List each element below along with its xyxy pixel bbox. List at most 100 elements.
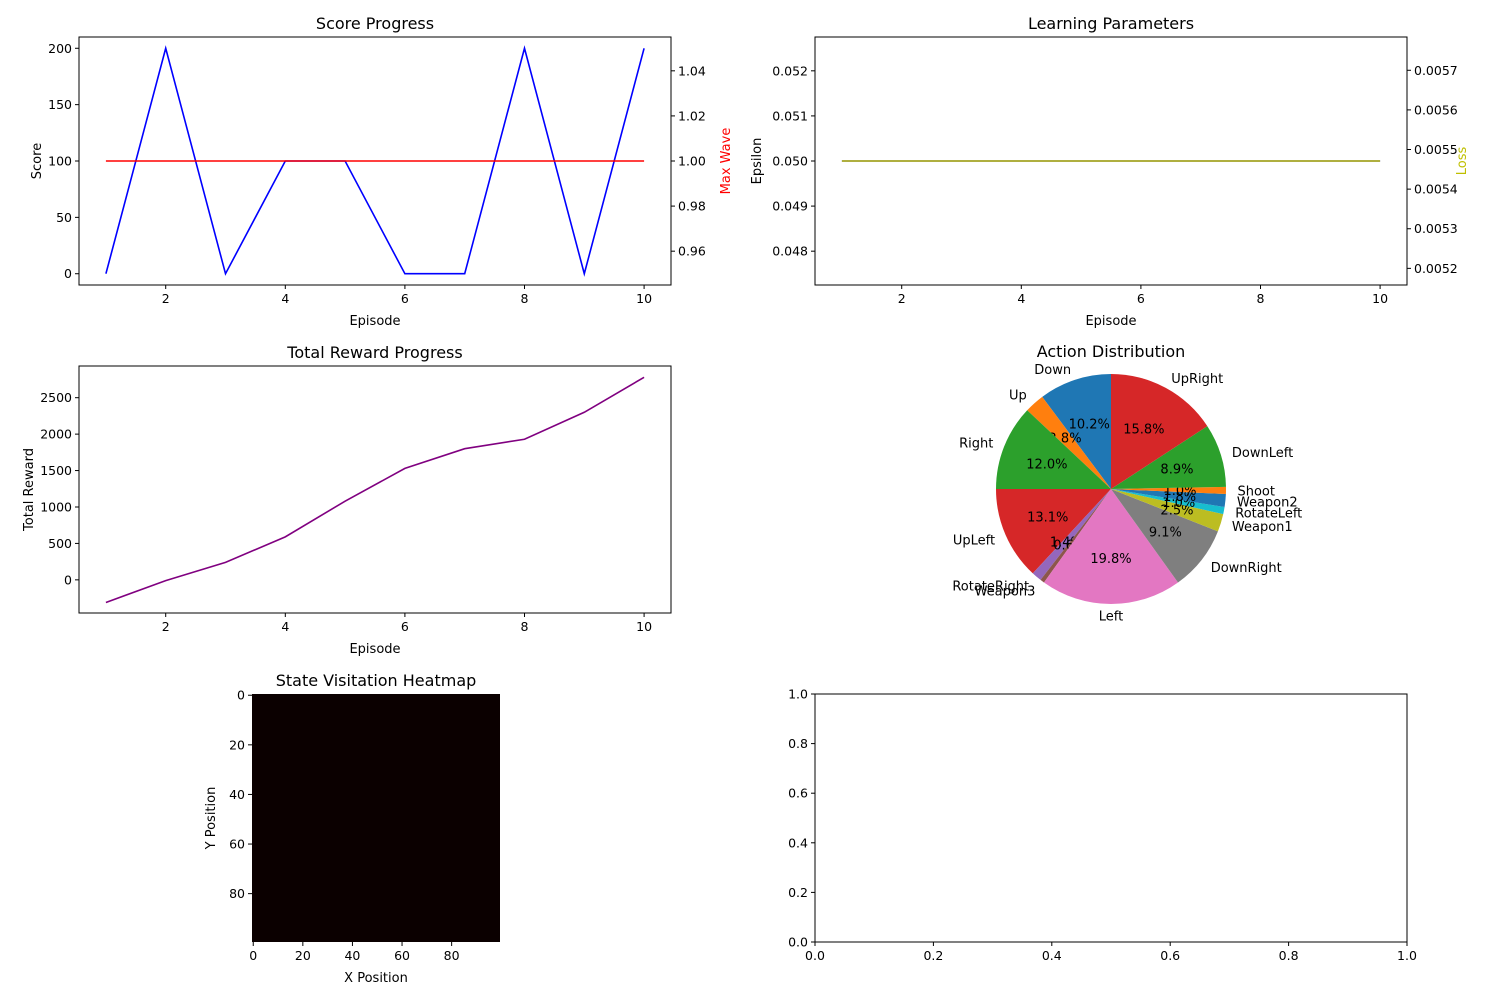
pie-pct-label: 10.2% — [1069, 418, 1110, 433]
y-tick-label: 500 — [48, 536, 72, 551]
x-tick-label: 0.8 — [1279, 948, 1299, 963]
y-tick-label: 2500 — [40, 390, 72, 405]
y2-tick-label: 0.0054 — [1414, 182, 1458, 197]
pie-slice-rotateright — [1032, 489, 1111, 580]
x-tick-label: 0.0 — [805, 948, 825, 963]
pie-slice-weapon3 — [1040, 489, 1111, 583]
x-tick-label: 6 — [1137, 291, 1145, 306]
x-axis-label: Episode — [349, 314, 400, 329]
y-tick-label: 0 — [64, 572, 72, 587]
y-tick-label: 0.048 — [772, 244, 808, 259]
x-tick-label: 40 — [344, 948, 360, 963]
pie-slice-weapon1 — [1111, 489, 1224, 532]
y-tick-label: 20 — [229, 737, 245, 752]
x-tick-label: 6 — [401, 619, 409, 634]
y-axis-label: Total Reward — [22, 448, 37, 532]
x-tick-label: 2 — [162, 619, 170, 634]
plot-area — [105, 376, 645, 604]
y-tick-label: 100 — [48, 154, 72, 169]
y2-tick-label: 0.98 — [678, 199, 706, 214]
pie-slice-up — [1027, 396, 1111, 489]
pie-slice-label: UpRight — [1171, 372, 1223, 387]
plot-area — [105, 45, 645, 277]
subplot-empty: 0.0 0.2 0.4 0.6 0.8 1.0 0.0 0.2 0.4 0.6 0.8 1.0 — [788, 687, 1417, 964]
y-tick-label: 0.052 — [772, 63, 808, 78]
x-tick-label: 0.4 — [1042, 948, 1062, 963]
y2-tick-label: 0.0052 — [1414, 261, 1458, 276]
y-tick-label: 80 — [229, 886, 245, 901]
y-tick-label: 1.0 — [788, 687, 808, 702]
pie-slice-label: UpLeft — [953, 534, 995, 549]
x-tick-label: 8 — [1257, 291, 1265, 306]
pie-slice-right — [996, 410, 1111, 489]
pie-slice-label: Left — [1099, 610, 1123, 625]
y-tick-label: 0.6 — [788, 786, 808, 801]
subplot-learning: 2 4 6 8 10 0.048 0.049 0.050 0.051 0.052 0.0052 0.0… — [750, 14, 1470, 329]
pie-slice-label: DownRight — [1211, 561, 1282, 576]
y-tick-label: 50 — [56, 210, 72, 225]
x-tick-label: 1.0 — [1397, 948, 1417, 963]
y-axis-label: Y Position — [204, 787, 219, 851]
y2-tick-label: 1.02 — [678, 108, 706, 123]
pie-slice-downright — [1111, 489, 1218, 583]
y-tick-label: 0.0 — [788, 935, 808, 950]
pie-slice-left — [1043, 489, 1179, 605]
x-tick-label: 2 — [162, 291, 170, 306]
y-tick-label: 40 — [229, 787, 245, 802]
heatmap-cells — [252, 694, 500, 942]
x-tick-label: 4 — [1017, 291, 1025, 306]
y-tick-label: 0.050 — [772, 154, 808, 169]
pie-slice-label: Weapon3 — [975, 584, 1036, 599]
y-tick-label: 0.049 — [772, 199, 808, 214]
pie-slice-label: Up — [1009, 389, 1027, 404]
x-tick-label: 0.6 — [1160, 948, 1180, 963]
y2-axis-label: Max Wave — [719, 128, 734, 195]
pie-pct-label: 1.8% — [1163, 490, 1196, 505]
pie-pct-label: 2.5% — [1160, 503, 1193, 518]
x-tick-label: 8 — [521, 291, 529, 306]
chart-title: Action Distribution — [1037, 342, 1186, 361]
chart-title: Total Reward Progress — [286, 343, 462, 362]
y-tick-label: 150 — [48, 97, 72, 112]
y-tick-label: 60 — [229, 837, 245, 852]
y-tick-label: 0.051 — [772, 108, 808, 123]
y-tick-label: 1000 — [40, 499, 72, 514]
pie-slice-downleft — [1111, 426, 1226, 489]
pie-slice-down — [1042, 374, 1111, 489]
x-axis-label: X Position — [344, 971, 408, 986]
y2-tick-label: 0.0053 — [1414, 221, 1458, 236]
subplot-actions: Down10.2%Up2.8%Right12.0%UpLeft13.1%Rota… — [952, 342, 1302, 625]
axes-frame — [78, 365, 672, 614]
x-tick-label: 10 — [1372, 291, 1388, 306]
pie-slice-label: RotateLeft — [1235, 507, 1302, 522]
y-tick-label: 0.4 — [788, 835, 808, 850]
x-axis-label: Episode — [1085, 314, 1136, 329]
y-tick-label: 2000 — [40, 427, 72, 442]
pie-slice-shoot — [1111, 486, 1227, 495]
pie-slice-label: Down — [1034, 363, 1071, 378]
pie-pct-label: 15.8% — [1123, 422, 1164, 437]
chart-title: Learning Parameters — [1028, 14, 1194, 33]
chart-title: State Visitation Heatmap — [276, 671, 477, 690]
y2-tick-label: 0.96 — [678, 244, 706, 259]
axes-frame — [814, 693, 1408, 943]
y2-tick-label: 0.0055 — [1414, 142, 1458, 157]
pie-pct-label: 12.0% — [1026, 458, 1067, 473]
series-line-0 — [105, 376, 645, 604]
x-tick-label: 6 — [401, 291, 409, 306]
x-tick-label: 80 — [444, 948, 460, 963]
x-tick-label: 0 — [249, 948, 257, 963]
subplot-score: 2 4 6 8 100501001502000.960.981.001.021.04Ma… — [30, 14, 734, 329]
pie-slice-label: Weapon2 — [1237, 496, 1298, 511]
x-tick-label: 20 — [295, 948, 311, 963]
pie-pct-label: 9.1% — [1149, 525, 1182, 540]
pie-pct-label: 13.1% — [1027, 511, 1068, 526]
pie-slice-rotateleft — [1111, 489, 1225, 515]
pie-slice-weapon2 — [1111, 489, 1226, 507]
pie-slice-label: Weapon1 — [1232, 520, 1293, 535]
pie-slice-label: Right — [959, 436, 993, 451]
y-tick-label: 0.2 — [788, 885, 808, 900]
x-tick-label: 10 — [636, 619, 652, 634]
y-tick-label: 1500 — [40, 463, 72, 478]
